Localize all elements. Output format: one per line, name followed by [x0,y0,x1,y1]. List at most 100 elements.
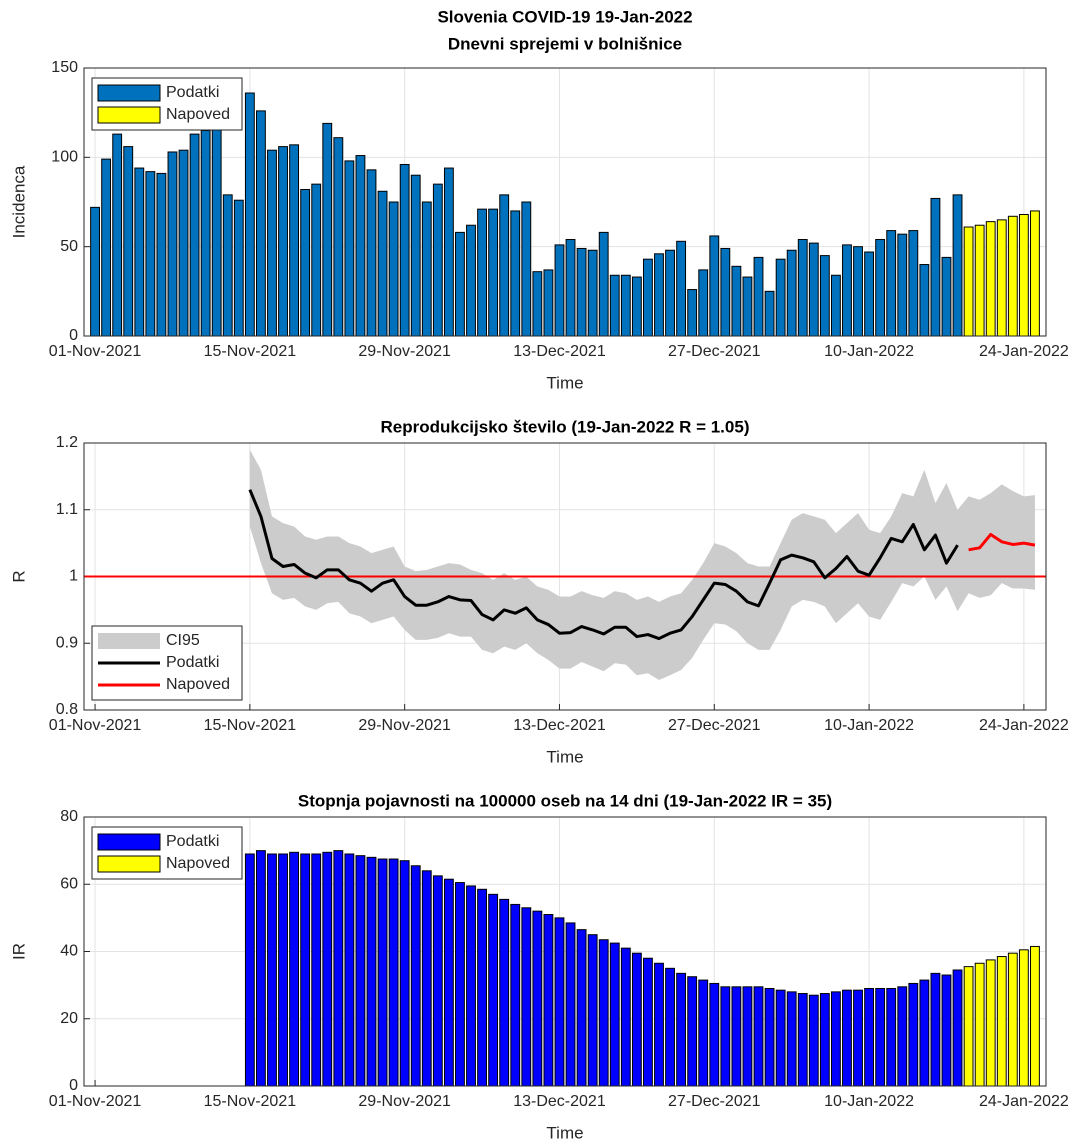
y-tick-label: 50 [60,238,78,255]
legend-label: Napoved [166,676,230,693]
bar [1018,949,1029,1087]
bar [819,993,830,1087]
bar [620,274,631,337]
bar [90,206,100,337]
bar [698,979,709,1087]
x-axis-label: Time [546,1123,583,1142]
bar [300,853,311,1087]
bar [576,929,587,1087]
bar [598,231,609,337]
x-tick-label: 01-Nov-2021 [49,343,142,360]
bar [1018,214,1029,337]
x-tick-label: 13-Dec-2021 [513,717,606,734]
bar [344,160,355,337]
bar [665,249,675,337]
bar [996,956,1007,1087]
bar [676,240,687,337]
bar [620,947,631,1087]
bar [510,210,521,337]
bar [919,979,930,1087]
bar [432,875,443,1087]
confidence-band [249,449,1035,680]
bar [897,986,908,1087]
chart-title: Slovenia COVID-19 19-Jan-2022 [437,7,692,26]
x-tick-label: 27-Dec-2021 [668,1093,761,1110]
bar [388,858,399,1087]
bar [1007,952,1018,1087]
bar [421,201,432,337]
bar [466,885,476,1087]
x-tick-label: 15-Nov-2021 [204,717,297,734]
bar [974,224,985,337]
bar [930,972,941,1087]
bar [797,993,808,1087]
bar [488,208,499,337]
bar [676,972,687,1087]
bar [278,853,288,1087]
bar [875,239,886,337]
bar [145,171,156,337]
bar [830,991,841,1087]
bar [322,122,333,337]
bar [267,149,277,337]
bar [1007,215,1018,337]
y-axis-label: IR [9,943,28,960]
y-tick-label: 0.9 [56,634,78,651]
bar [366,169,377,337]
legend-label: CI95 [166,632,200,649]
bar [322,851,333,1087]
bar [222,194,233,337]
bar [255,850,266,1087]
bar [267,853,277,1087]
bar [333,137,344,337]
legend-swatch [97,855,161,873]
x-tick-label: 01-Nov-2021 [49,717,142,734]
bar [432,183,443,337]
x-tick-label: 01-Nov-2021 [49,1093,142,1110]
legend-label: Podatki [166,84,219,101]
bar [897,233,908,337]
bar [842,989,852,1087]
x-axis-label: Time [546,747,583,766]
bar [1030,210,1040,337]
y-tick-label: 20 [60,1010,78,1027]
bar [477,208,487,337]
bar [410,174,421,337]
bar [466,224,476,337]
bar [543,269,554,337]
bar [952,969,963,1087]
bar [665,967,675,1087]
bar [156,172,167,337]
bar [687,289,698,337]
bar [775,258,786,337]
bar [443,878,454,1087]
bar [576,247,587,337]
y-tick-label: 60 [60,875,78,892]
bar [786,249,797,337]
bar [355,155,366,337]
y-tick-label: 1.1 [56,501,78,518]
bar [830,274,841,337]
bar [311,853,322,1087]
y-axis-label: Incidenca [9,165,28,238]
bar [587,934,598,1087]
bar [200,130,211,337]
bar [477,888,487,1087]
y-tick-label: 1 [69,568,78,585]
bar [609,942,620,1087]
y-tick-label: 0 [69,1077,78,1094]
legend-label: Napoved [166,106,230,123]
legend: Podatki Napoved [91,77,243,131]
bar [886,987,897,1087]
bar [842,244,852,337]
bar [521,201,532,337]
y-tick-label: 0 [69,327,78,344]
y-tick-label: 40 [60,943,78,960]
y-tick-label: 1.2 [56,434,78,451]
bar [598,939,609,1087]
bar [344,853,355,1087]
bar [609,274,620,337]
bar [554,917,565,1087]
bar [908,230,919,337]
y-axis-label: R [9,570,28,582]
